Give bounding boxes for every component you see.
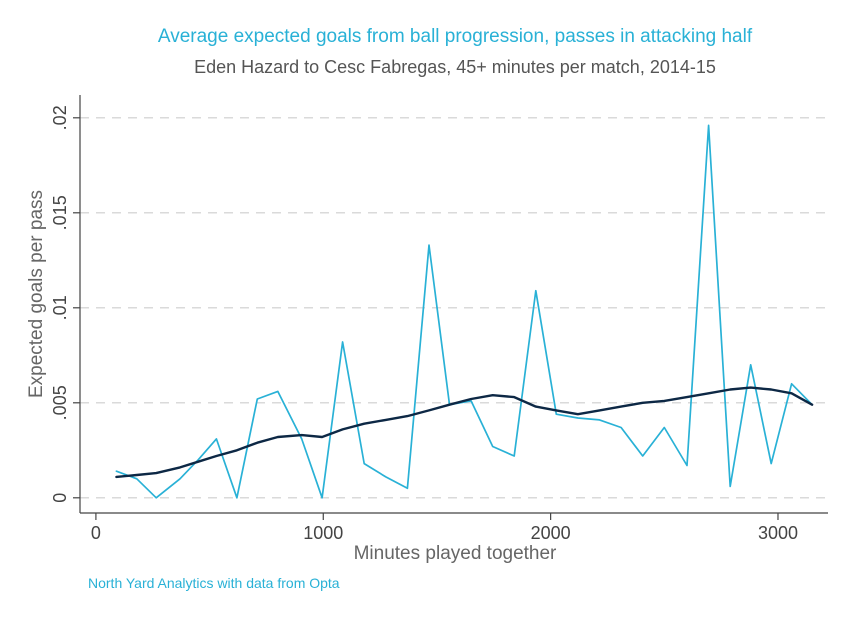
source-note: North Yard Analytics with data from Opta xyxy=(88,575,340,591)
x-axis-title: Minutes played together xyxy=(354,543,557,564)
chart-title: Average expected goals from ball progres… xyxy=(158,26,753,47)
series-line-per-match xyxy=(115,124,813,499)
axis-ticks: 0 .005 .01 .015 .02 0 1000 2000 3000 xyxy=(50,105,798,543)
y-tick-label: .01 xyxy=(50,295,70,320)
y-tick-label: .015 xyxy=(50,195,70,230)
chart-subtitle: Eden Hazard to Cesc Fabregas, 45+ minute… xyxy=(194,57,716,77)
x-tick-label: 0 xyxy=(91,523,101,543)
gridlines xyxy=(80,117,828,499)
y-tick-label: 0 xyxy=(50,493,70,503)
y-axis-title: Expected goals per pass xyxy=(26,190,47,398)
x-tick-label: 2000 xyxy=(531,523,571,543)
x-tick-label: 1000 xyxy=(303,523,343,543)
x-tick-label: 3000 xyxy=(758,523,798,543)
series-line-trend xyxy=(115,386,814,479)
series-lines xyxy=(115,124,814,499)
y-tick-label: .005 xyxy=(50,385,70,420)
y-tick-label: .02 xyxy=(50,105,70,130)
